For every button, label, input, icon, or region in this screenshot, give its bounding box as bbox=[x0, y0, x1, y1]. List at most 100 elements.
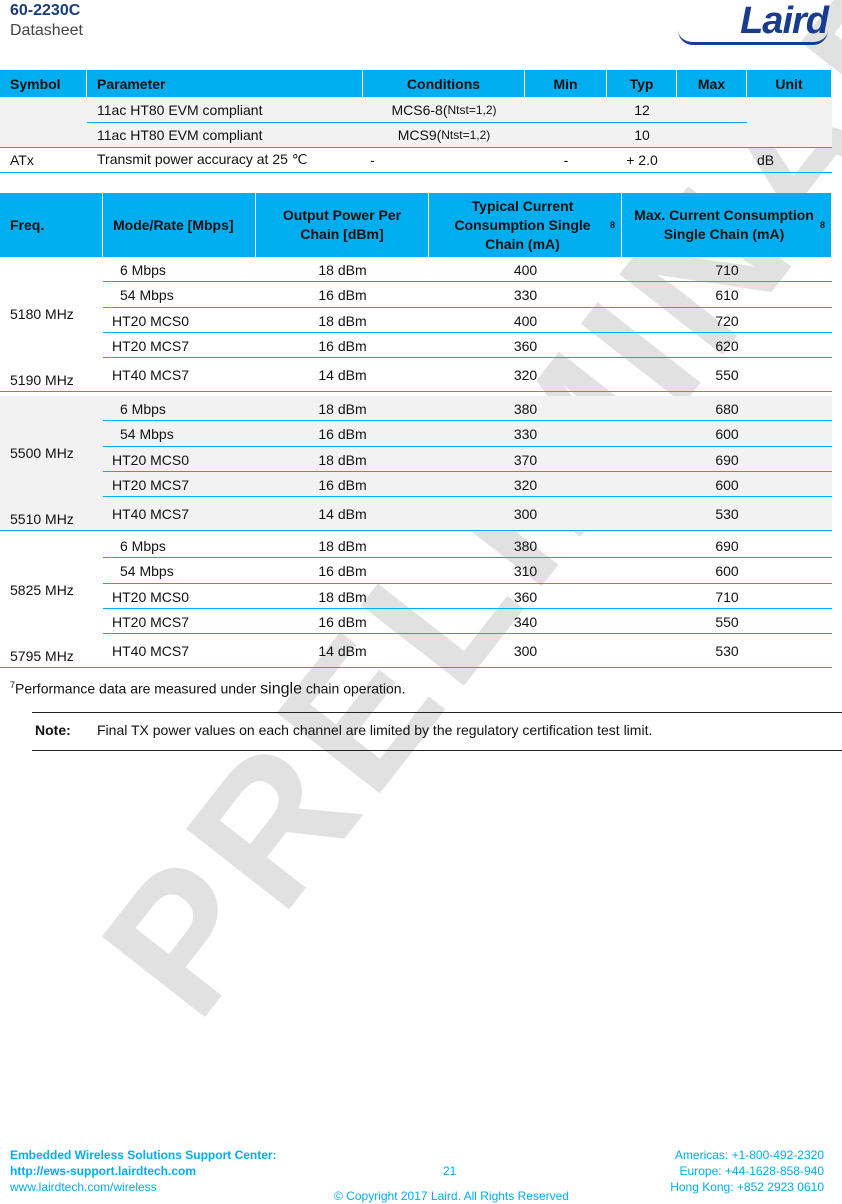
power-cell: 18 dBm bbox=[318, 588, 367, 605]
footnote: 7Performance data are measured under sin… bbox=[10, 680, 406, 699]
row-divider bbox=[103, 357, 832, 358]
row-divider bbox=[103, 471, 832, 472]
column-header-text: Mode/Rate [Mbps] bbox=[113, 216, 234, 233]
typical-current-cell: 300 bbox=[513, 643, 538, 659]
max-current-cell: 610 bbox=[715, 287, 739, 303]
max-current-cell: 600 bbox=[715, 476, 739, 493]
max-current-cell: 530 bbox=[715, 643, 739, 659]
power-cell: 16 dBm bbox=[318, 426, 367, 442]
typical-current-cell: 370 bbox=[513, 451, 538, 468]
frequency-label: 5510 MHz bbox=[10, 510, 74, 527]
column-header: Parameter bbox=[87, 70, 363, 97]
mode-cell: 54 Mbps bbox=[120, 287, 174, 303]
unit-cell: dB bbox=[757, 151, 775, 168]
column-header: Output Power Per Chain [dBm] bbox=[256, 193, 429, 257]
row-divider bbox=[103, 557, 832, 558]
parameter-cell: 11ac HT80 EVM compliant bbox=[97, 101, 263, 118]
mode-cell: 6 Mbps bbox=[120, 400, 166, 417]
typ-cell: 10 bbox=[634, 126, 650, 143]
row-divider bbox=[0, 391, 832, 392]
mode-cell: HT20 MCS7 bbox=[112, 613, 190, 630]
power-cell: 18 dBm bbox=[318, 261, 367, 278]
mode-cell: HT20 MCS7 bbox=[112, 476, 190, 493]
mode-cell: HT20 MCS0 bbox=[112, 451, 190, 468]
unit-cell bbox=[757, 122, 817, 147]
power-cell: 14 dBm bbox=[318, 367, 367, 383]
row-divider bbox=[103, 332, 832, 333]
typical-current-cell: 360 bbox=[513, 588, 538, 605]
typical-current-cell: 400 bbox=[513, 261, 538, 278]
page-number: 21 bbox=[443, 1164, 457, 1178]
note-text: Final TX power values on each channel ar… bbox=[97, 722, 653, 738]
column-header-text: Max. Current Consumption Single Chain (m… bbox=[634, 207, 814, 242]
column-header: Max bbox=[677, 70, 747, 97]
header-superscript: 8 bbox=[819, 219, 825, 230]
row-divider bbox=[103, 496, 832, 497]
typical-current-cell: 360 bbox=[513, 337, 538, 354]
mode-cell: HT40 MCS7 bbox=[112, 506, 190, 522]
row-divider bbox=[103, 583, 832, 584]
power-cell: 16 dBm bbox=[318, 613, 367, 630]
column-header: Conditions bbox=[363, 70, 525, 97]
column-header: Mode/Rate [Mbps] bbox=[103, 193, 256, 257]
power-cell: 18 dBm bbox=[318, 312, 367, 329]
footnote-text-end: chain operation. bbox=[301, 680, 406, 697]
min-cell bbox=[525, 97, 607, 122]
mode-cell: HT40 MCS7 bbox=[112, 643, 190, 659]
support-title: Embedded Wireless Solutions Support Cent… bbox=[10, 1148, 277, 1162]
power-cell: 16 dBm bbox=[318, 337, 367, 354]
max-current-cell: 710 bbox=[715, 588, 739, 605]
power-cell: 16 dBm bbox=[318, 287, 367, 303]
typical-current-cell: 400 bbox=[513, 312, 538, 329]
column-header: Typ bbox=[607, 70, 677, 97]
power-cell: 18 dBm bbox=[318, 400, 367, 417]
phone-hongkong: Hong Kong: +852 2923 0610 bbox=[670, 1180, 824, 1194]
column-header-text: Freq. bbox=[10, 216, 45, 233]
parameter-cell: 11ac HT80 EVM compliant bbox=[97, 126, 263, 143]
conditions-sub: Ntst=1,2) bbox=[441, 127, 491, 142]
row-divider bbox=[103, 420, 832, 421]
mode-cell: 54 Mbps bbox=[120, 426, 174, 442]
mode-cell: HT20 MCS7 bbox=[112, 337, 190, 354]
logo-swoosh-icon bbox=[678, 30, 828, 45]
typical-current-cell: 380 bbox=[513, 400, 538, 417]
row-divider bbox=[0, 172, 832, 173]
typical-current-cell: 330 bbox=[513, 287, 538, 303]
typical-current-cell: 330 bbox=[513, 426, 538, 442]
conditions-main: MCS6-8( bbox=[391, 101, 448, 118]
power-cell: 18 dBm bbox=[318, 537, 367, 554]
max-current-cell: 720 bbox=[715, 312, 739, 329]
frequency-label: 5180 MHz bbox=[10, 305, 74, 322]
phone-americas: Americas: +1-800-492-2320 bbox=[674, 1148, 824, 1162]
website-link[interactable]: www.lairdtech.com/wireless bbox=[10, 1180, 157, 1194]
column-header-text: Output Power Per Chain [dBm] bbox=[282, 207, 402, 242]
min-cell bbox=[525, 122, 607, 147]
column-header: Max. Current Consumption Single Chain (m… bbox=[622, 193, 832, 257]
conditions-sub: Ntst=1,2) bbox=[447, 102, 497, 117]
footnote-text: Performance data are measured under bbox=[15, 680, 261, 697]
row-divider bbox=[0, 667, 832, 668]
conditions-cell: MCS6-8(Ntst=1,2) bbox=[363, 97, 525, 122]
copyright: © Copyright 2017 Laird. All Rights Reser… bbox=[334, 1189, 569, 1203]
row-divider bbox=[103, 281, 832, 282]
footnote-text-emph: single bbox=[260, 680, 302, 698]
max-cell bbox=[677, 122, 747, 147]
typical-current-cell: 310 bbox=[513, 563, 538, 579]
max-cell bbox=[677, 97, 747, 122]
typical-current-cell: 380 bbox=[513, 537, 538, 554]
typical-current-cell: 320 bbox=[513, 367, 538, 383]
column-header: Min bbox=[525, 70, 607, 97]
typical-current-cell: 320 bbox=[513, 476, 538, 493]
support-link[interactable]: http://ews-support.lairdtech.com bbox=[10, 1164, 197, 1178]
symbol-cell: ATx bbox=[10, 151, 34, 168]
column-header-text: Typical Current Consumption Single Chain… bbox=[454, 197, 591, 252]
header-superscript: 8 bbox=[609, 219, 615, 230]
column-header: Unit bbox=[747, 70, 832, 97]
doc-number: 60-2230C bbox=[10, 2, 81, 19]
doc-type: Datasheet bbox=[10, 22, 83, 39]
typ-cell: 12 bbox=[634, 101, 650, 118]
max-current-cell: 530 bbox=[715, 506, 739, 522]
power-cell: 16 dBm bbox=[318, 563, 367, 579]
mode-cell: 6 Mbps bbox=[120, 537, 166, 554]
